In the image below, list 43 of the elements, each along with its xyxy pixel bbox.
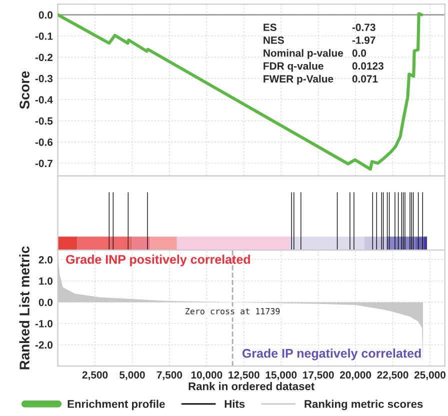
annotation: FDR q-value (264, 62, 324, 72)
annotation: Zero cross at 11739 (186, 308, 280, 314)
annotation: 0.0 (352, 49, 366, 57)
y-tick-label: -1.0 (35, 320, 53, 328)
annotation: FWER p-Value (264, 74, 334, 85)
y-tick-label: -0.2 (35, 54, 53, 62)
y-tick-label: -0.5 (35, 117, 53, 125)
y-tick-label: 0.0 (38, 298, 53, 306)
x-tick-label: 7,500 (156, 371, 182, 380)
annotation: Grade IP negatively correlated (242, 348, 421, 360)
annotation: ES (264, 24, 276, 32)
x-axis-title: Rank in ordered dataset (188, 382, 314, 390)
y-tick-label: -0.3 (35, 74, 53, 82)
y-tick-label: -0.7 (35, 160, 52, 168)
y-tick-label: -0.1 (35, 32, 53, 40)
y-tick-label: 1.0 (39, 277, 53, 285)
annotation: 0.0123 (352, 62, 384, 70)
x-tick-label: 20,000 (340, 371, 372, 380)
x-tick-label: 12,500 (228, 371, 260, 380)
y-axis-title: Ranked List metric (19, 246, 30, 370)
annotation: NES (264, 36, 284, 44)
y-tick-label: -2.0 (35, 341, 53, 349)
annotation: Nominal p-value (264, 49, 344, 59)
annotation: -0.73 (352, 24, 376, 32)
line-series (58, 12, 424, 171)
legend-label: Hits (224, 400, 245, 408)
x-tick-label: 15,000 (266, 371, 297, 380)
annotation: Grade INP positively correlated (66, 254, 250, 266)
x-tick-label: 17,500 (303, 371, 334, 380)
x-tick-label: 2,500 (82, 371, 108, 380)
legend-label: Enrichment profile (68, 400, 165, 410)
y-tick-label: -0.6 (35, 138, 53, 146)
annotation: 0.071 (352, 75, 378, 83)
y-tick-label: 0.0 (38, 11, 53, 19)
x-tick-label: 22,500 (377, 371, 408, 380)
legend-label: Ranking metric scores (304, 400, 423, 410)
y-axis-title: Score (20, 71, 30, 109)
y-tick-label: -0.4 (35, 96, 53, 104)
x-tick-label: 5,000 (120, 371, 145, 380)
y-tick-label: 2.0 (38, 256, 53, 264)
x-tick-label: 25,000 (414, 371, 446, 380)
x-tick-label: 10,000 (191, 371, 222, 380)
annotation: -1.97 (352, 36, 376, 44)
